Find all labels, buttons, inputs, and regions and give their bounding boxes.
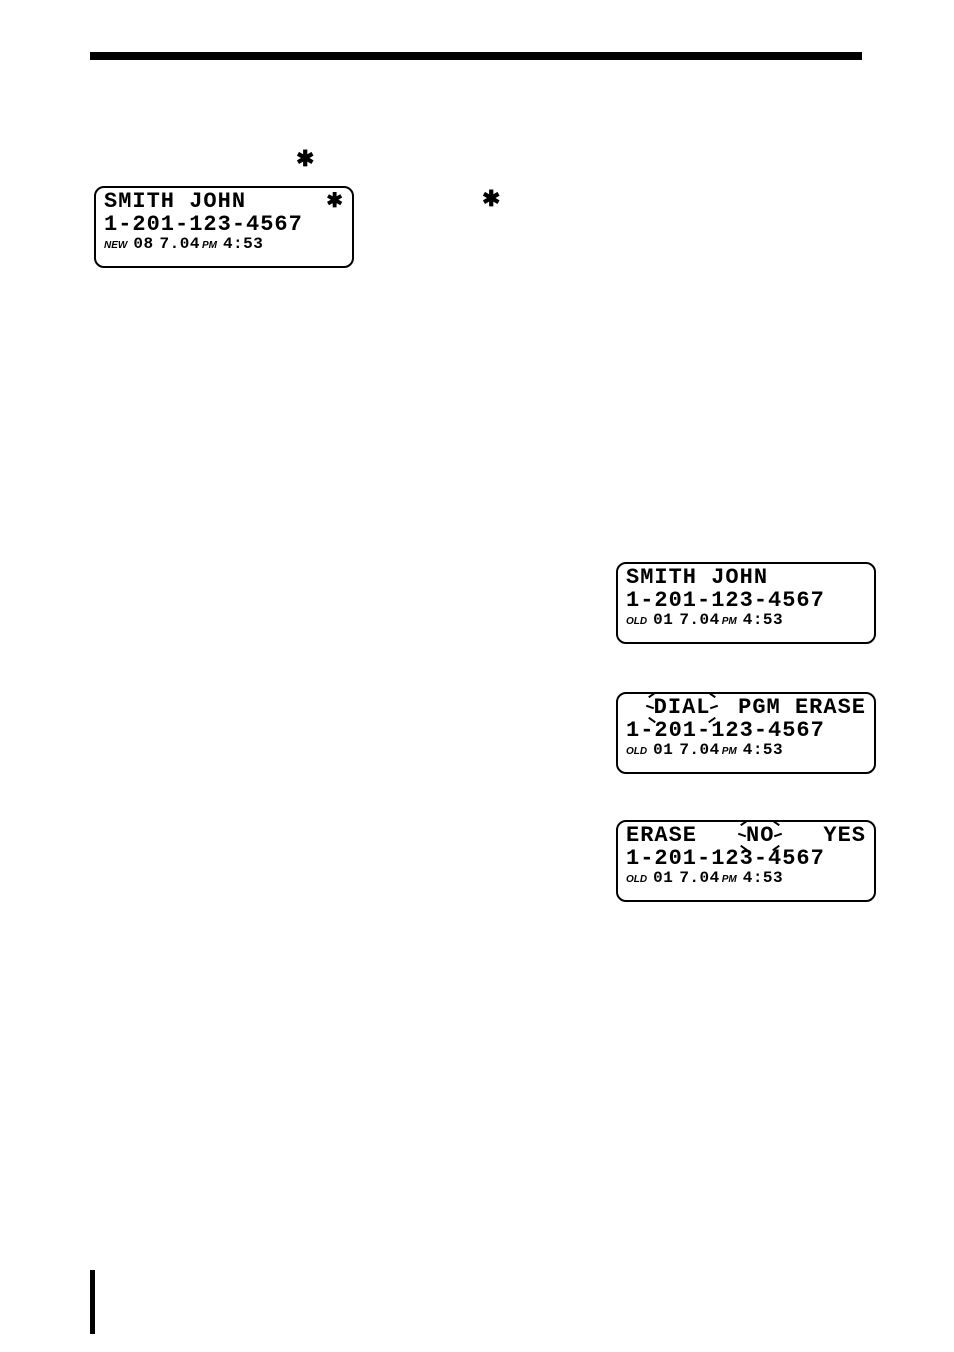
- status-line: OLD 01 7.04 PM 4:53: [626, 870, 866, 887]
- status-line: OLD 01 7.04 PM 4:53: [626, 612, 866, 629]
- call-time: 4:53: [743, 742, 783, 759]
- menu-label-pre: ERASE: [626, 824, 697, 847]
- menu-selected-word: NO: [746, 824, 774, 847]
- call-date: 7.04: [679, 870, 719, 887]
- caller-id-display-menu-dial: DIAL PGM ERASE 1-201-123-4567 OLD 01 7.0…: [616, 692, 876, 774]
- call-time: 4:53: [743, 870, 783, 887]
- new-old-tag: OLD: [626, 875, 647, 886]
- bottom-left-vertical-rule: [90, 1270, 95, 1334]
- ampm-label: PM: [722, 747, 737, 758]
- caller-name: SMITH JOHN: [626, 566, 768, 589]
- call-date: 7.04: [679, 612, 719, 629]
- asterisk-icon: ✱: [326, 191, 344, 212]
- caller-name: SMITH JOHN: [104, 190, 246, 213]
- call-index: 01: [653, 742, 673, 759]
- page: ✱ ✱ SMITH JOHN ✱ 1-201-123-4567 NEW 08 7…: [0, 0, 954, 1352]
- menu-label-post: PGM ERASE: [738, 696, 866, 719]
- status-line: OLD 01 7.04 PM 4:53: [626, 742, 866, 759]
- new-old-tag: OLD: [626, 747, 647, 758]
- asterisk-icon: ✱: [482, 186, 500, 212]
- call-index: 08: [133, 236, 153, 253]
- caller-number: 1-201-123-4567: [626, 589, 866, 612]
- caller-number: 1-201-123-4567: [626, 719, 866, 742]
- call-time: 4:53: [223, 236, 263, 253]
- menu-selected-text: NO: [746, 823, 774, 848]
- top-horizontal-rule: [90, 52, 862, 60]
- call-date: 7.04: [160, 236, 200, 253]
- caller-number: 1-201-123-4567: [104, 213, 344, 236]
- caller-id-display-old: SMITH JOHN 1-201-123-4567 OLD 01 7.04 PM…: [616, 562, 876, 644]
- call-time: 4:53: [743, 612, 783, 629]
- menu-selected-text: DIAL: [654, 695, 711, 720]
- asterisk-icon: ✱: [296, 146, 314, 172]
- new-old-tag: OLD: [626, 617, 647, 628]
- call-index: 01: [653, 612, 673, 629]
- menu-selected-word: DIAL: [654, 696, 711, 719]
- caller-id-display-new: SMITH JOHN ✱ 1-201-123-4567 NEW 08 7.04 …: [94, 186, 354, 268]
- call-index: 01: [653, 870, 673, 887]
- call-date: 7.04: [679, 742, 719, 759]
- ampm-label: PM: [722, 875, 737, 886]
- ampm-label: PM: [722, 617, 737, 628]
- new-old-tag: NEW: [104, 241, 127, 252]
- ampm-label: PM: [202, 241, 217, 252]
- menu-label-post: YES: [823, 824, 866, 847]
- caller-id-display-erase-confirm: ERASE NO YES 1-201-123-4567 OLD 01 7.04 …: [616, 820, 876, 902]
- status-line: NEW 08 7.04 PM 4:53: [104, 236, 344, 253]
